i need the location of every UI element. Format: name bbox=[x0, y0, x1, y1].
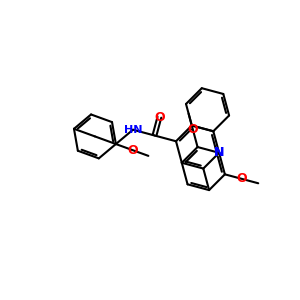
Text: HN: HN bbox=[124, 125, 142, 135]
Text: O: O bbox=[127, 144, 138, 157]
Text: O: O bbox=[188, 123, 198, 136]
Text: O: O bbox=[154, 111, 165, 124]
Text: O: O bbox=[237, 172, 248, 185]
Text: N: N bbox=[214, 146, 224, 159]
Text: N: N bbox=[214, 146, 224, 159]
